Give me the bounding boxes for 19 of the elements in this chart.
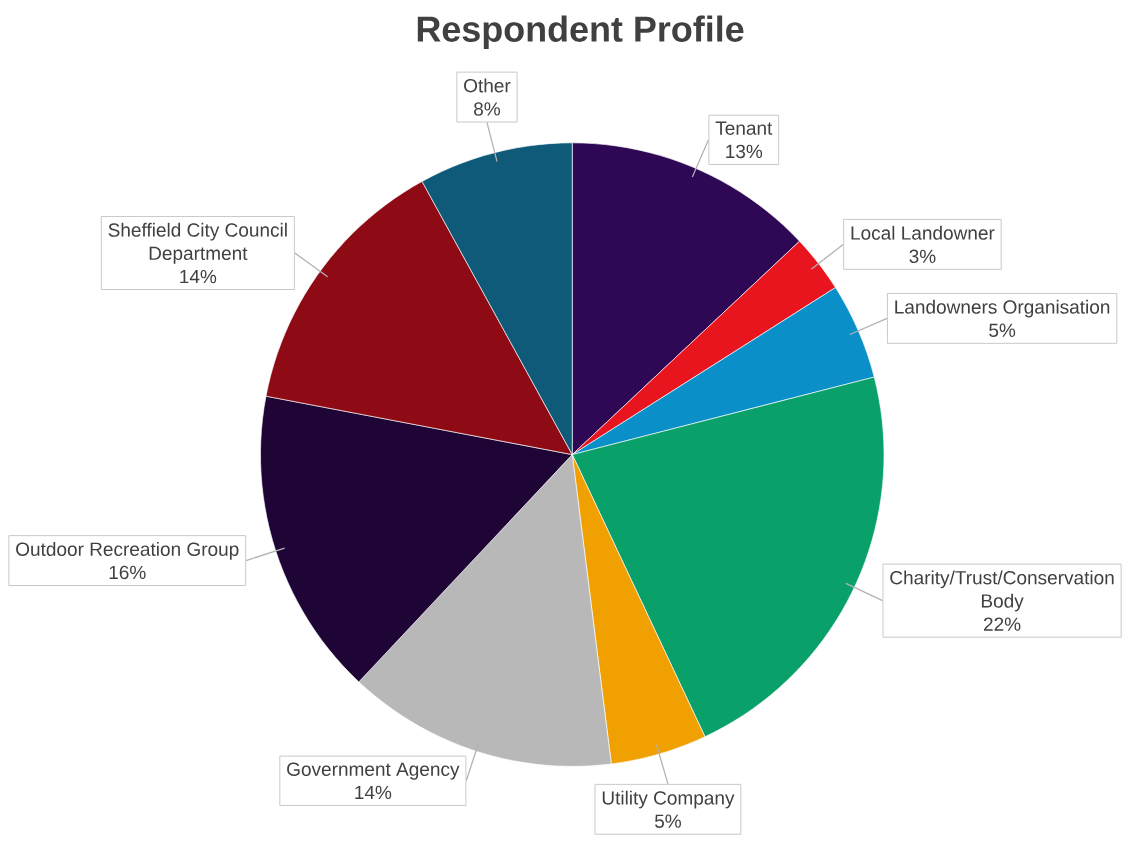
slice-label: Government Agency [287, 762, 460, 780]
data-label: 5% [989, 323, 1016, 337]
data-label: 14% [180, 269, 217, 284]
data-label: 22% [983, 617, 1021, 631]
data-label: 16% [109, 565, 146, 580]
data-label: 8% [474, 102, 501, 116]
slice-label: Landowners Organisation [895, 299, 1110, 318]
data-label: 14% [355, 785, 392, 800]
slice-label: Tenant [715, 121, 773, 135]
slice-label: Outdoor Recreation Group [16, 541, 239, 560]
slice-label: Local Landowner [851, 225, 995, 240]
chart-title: Respondent Profile [417, 15, 744, 49]
slice-label: Charity/Trust/Conservation Body [890, 570, 1114, 612]
slice-label: Other [464, 78, 511, 93]
data-label: 5% [654, 814, 682, 828]
data-label: 3% [909, 249, 936, 263]
slice-label: Utility Company [602, 790, 735, 809]
data-label: 13% [726, 144, 763, 159]
slice-label: Sheffield City Council Department [108, 222, 287, 264]
